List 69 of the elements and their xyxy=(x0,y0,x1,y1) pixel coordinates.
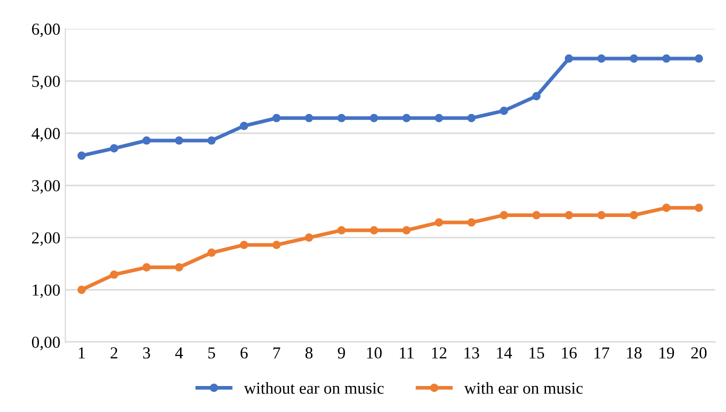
x-tick-label: 5 xyxy=(208,347,216,359)
x-tick-label: 15 xyxy=(530,347,544,359)
y-tick-label: 4,00 xyxy=(32,128,60,142)
point xyxy=(694,54,704,63)
point xyxy=(564,54,574,63)
point xyxy=(174,136,184,145)
y-tick-label: 2,00 xyxy=(32,232,60,246)
point xyxy=(564,210,574,220)
point xyxy=(304,233,314,242)
point xyxy=(174,263,184,272)
y-tick-label: 5,00 xyxy=(32,76,60,90)
point xyxy=(370,114,378,122)
point xyxy=(402,226,411,234)
point xyxy=(662,204,671,212)
x-tick-label: 12 xyxy=(432,347,446,358)
point xyxy=(142,136,151,145)
point xyxy=(662,54,671,63)
point xyxy=(77,151,86,160)
point xyxy=(142,263,151,272)
x-tick-label: 2 xyxy=(110,347,118,358)
point xyxy=(77,286,86,294)
point xyxy=(500,210,508,220)
point xyxy=(500,106,508,115)
x-tick-label: 8 xyxy=(305,347,313,359)
point xyxy=(694,204,704,212)
point xyxy=(597,54,606,63)
y-tick-label: 6,00 xyxy=(32,24,60,38)
point xyxy=(207,248,216,257)
point xyxy=(467,114,476,122)
x-tick-label: 17 xyxy=(594,347,610,358)
x-tick-label: 9 xyxy=(338,347,345,359)
x-tick-label: 16 xyxy=(562,347,577,359)
x-tick-label: 18 xyxy=(627,347,642,359)
x-tick-label: 14 xyxy=(497,347,512,358)
point xyxy=(532,210,541,220)
point xyxy=(630,210,638,220)
y-tick-label: 1,00 xyxy=(32,284,60,298)
point xyxy=(272,114,281,122)
legend-label: with ear on music xyxy=(464,382,583,394)
x-tick-label: 10 xyxy=(367,347,382,359)
point xyxy=(532,92,541,100)
point xyxy=(304,114,314,122)
x-tick-label: 20 xyxy=(691,347,707,359)
point xyxy=(337,226,346,234)
x-tick-label: 19 xyxy=(660,347,674,359)
point xyxy=(434,218,444,227)
point xyxy=(597,210,606,220)
point xyxy=(337,114,346,122)
x-tick-label: 1 xyxy=(78,347,85,358)
legend-label: without ear on music xyxy=(244,382,384,394)
point xyxy=(207,136,216,145)
x-tick-label: 13 xyxy=(464,347,480,359)
point xyxy=(110,270,118,279)
x-tick-label: 7 xyxy=(273,347,280,358)
x-tick-label: 11 xyxy=(400,347,414,358)
point xyxy=(370,226,378,234)
x-tick-label: 6 xyxy=(240,347,248,359)
x-tick-label: 3 xyxy=(143,347,150,359)
point xyxy=(240,240,248,250)
x-tick-label: 4 xyxy=(175,347,183,358)
point xyxy=(240,122,248,130)
y-tick-label: 0,00 xyxy=(32,336,60,350)
point xyxy=(630,54,638,63)
point xyxy=(434,114,444,122)
point xyxy=(467,218,476,227)
y-tick-label: 3,00 xyxy=(32,180,60,194)
point xyxy=(272,240,281,250)
point xyxy=(402,114,411,122)
point xyxy=(110,144,118,153)
